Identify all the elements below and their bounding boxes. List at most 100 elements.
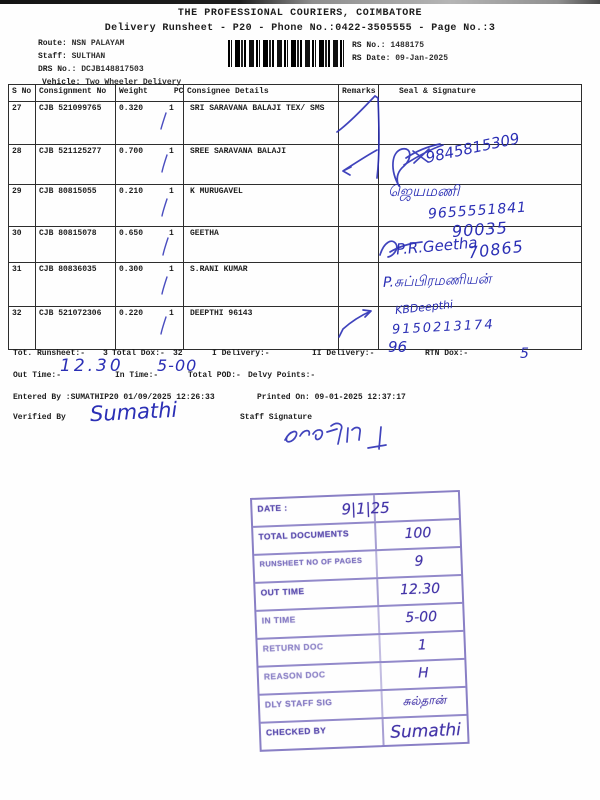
cell-consignee: SREE SARAVANA BALAJI — [183, 144, 339, 185]
handwritten-rtn-dox: 5 — [520, 346, 529, 362]
stamp-checked-by-value: Sumathi — [389, 720, 462, 743]
col-consignment: Consignment No — [35, 84, 116, 102]
stamp-total-documents-value: 100 — [404, 525, 432, 543]
cell-seal — [378, 306, 582, 350]
vehicle-line: Vehicle: Two Wheeler Delivery — [42, 78, 181, 87]
cell-remarks — [338, 144, 379, 185]
stamp-reason-doc-value: H — [417, 665, 429, 682]
col-weight-label: Weight — [119, 87, 148, 96]
cell-weight: 0.220 — [119, 309, 144, 318]
cell-remarks — [338, 184, 379, 227]
table-row: 32 CJB 521072306 0.220 1 DEEPTHI 96143 — [8, 306, 582, 350]
cell-weight: 0.300 — [119, 265, 144, 274]
delvy-points-label: Delvy Points:- — [248, 371, 316, 380]
rs-no-label: RS No.: — [352, 41, 386, 50]
consignment-table: S No Consignment No Weight PCS Consignee … — [8, 84, 582, 350]
handwritten-verified-by: Sumathi — [89, 397, 178, 427]
tot-runsheet-label: Tot. Runsheet:- — [13, 349, 86, 358]
cell-weight: 0.320 — [119, 104, 144, 113]
runsheet-subtitle: Delivery Runsheet - P20 - Phone No.:0422… — [104, 23, 496, 34]
stamp-dly-staff-sig-value: சுல்தான் — [402, 692, 447, 709]
stamp-return-doc-label: RETURN DOC — [257, 635, 382, 666]
total-dox-value: 32 — [173, 349, 183, 358]
cell-sno: 31 — [8, 262, 36, 307]
stamp-in-time-value: 5-00 — [405, 608, 438, 627]
cell-pcs: 1 — [169, 187, 174, 196]
rs-no-value: 1488175 — [390, 41, 425, 50]
cell-remarks — [338, 306, 379, 350]
courier-office-stamp: DATE : 9|1|25 TOTAL DOCUMENTS 100 RUNSHE… — [250, 489, 470, 752]
cell-consignment: CJB 80815078 — [35, 226, 116, 263]
cell-consignment: CJB 521125277 — [35, 144, 116, 185]
cell-consignee: SRI SARAVANA BALAJI TEX/ SMS — [183, 101, 339, 145]
stamp-checked-by-label: CHECKED BY — [260, 719, 385, 750]
cell-seal — [378, 101, 582, 145]
tot-runsheet-value: 3 — [103, 349, 108, 358]
cell-remarks — [338, 226, 379, 263]
stamp-runsheet-pages-value: 9 — [414, 553, 424, 570]
scan-edge-artifact — [0, 0, 600, 4]
out-time-label: Out Time:- — [13, 371, 62, 380]
cell-weight: 0.700 — [119, 147, 144, 156]
stamp-runsheet-pages-label: RUNSHEET NO OF PAGES — [254, 551, 379, 582]
cell-consignment: CJB 80836035 — [35, 262, 116, 307]
cell-sno: 30 — [8, 226, 36, 263]
printed-on-line: Printed On: 09-01-2025 12:37:17 — [257, 393, 406, 402]
rs-no-line: RS No.: 1488175 — [352, 41, 424, 50]
col-pcs-label: PCS — [173, 87, 184, 96]
handwritten-i-delivery: 96 — [388, 338, 408, 356]
cell-remarks — [338, 101, 379, 145]
handwritten-in-time: 5-00 — [157, 356, 198, 375]
rs-date-value: 09-Jan-2025 — [395, 54, 449, 63]
handwritten-name-row29: ஜெயமணி — [388, 182, 460, 200]
col-sno: S No — [8, 84, 36, 102]
cell-sno: 29 — [8, 184, 36, 227]
total-dox-label: Total Dox:- — [112, 349, 165, 358]
staff-line: Staff: SULTHAN — [38, 52, 105, 61]
cell-sno: 32 — [8, 306, 36, 350]
cell-remarks — [338, 262, 379, 307]
route-label: Route: — [38, 39, 67, 48]
cell-pcs: 1 — [169, 229, 174, 238]
barcode-image — [228, 40, 345, 67]
stamp-date-label: DATE : — [252, 495, 376, 526]
cell-weight: 0.650 — [119, 229, 144, 238]
entered-by-line: Entered By :SUMATHIP20 01/09/2025 12:26:… — [13, 393, 215, 402]
cell-consignee: K MURUGAVEL — [183, 184, 339, 227]
handwritten-out-time: 12.30 — [60, 356, 124, 376]
col-remarks: Remarks — [338, 84, 379, 102]
total-pod-label: Total POD:- — [188, 371, 241, 380]
cell-consignment: CJB 521099765 — [35, 101, 116, 145]
drs-line: DRS No.: DCJB148817503 — [38, 65, 144, 74]
cell-consignee: S.RANI KUMAR — [183, 262, 339, 307]
cell-consignment: CJB 80815055 — [35, 184, 116, 227]
col-weight-pcs: Weight PCS — [115, 84, 184, 102]
cell-sno: 28 — [8, 144, 36, 185]
route-value: NSN PALAYAM — [71, 39, 125, 48]
col-consignee: Consignee Details — [183, 84, 339, 102]
staff-signature-label: Staff Signature — [240, 413, 313, 422]
col-seal: Seal & Signature — [378, 84, 582, 102]
rs-date-label: RS Date: — [352, 54, 391, 63]
stamp-total-documents-label: TOTAL DOCUMENTS — [253, 523, 378, 554]
cell-pcs: 1 — [169, 104, 174, 113]
staff-value: SULTHAN — [71, 52, 106, 61]
rs-date-line: RS Date: 09-Jan-2025 — [352, 54, 448, 63]
vehicle-value: Two Wheeler Delivery — [85, 78, 182, 87]
stamp-dly-staff-sig-label: DLY STAFF SIG — [259, 691, 384, 722]
vehicle-label: Vehicle: — [42, 78, 81, 87]
handwritten-name-row31: P.சுப்பிரமணியன் — [382, 271, 492, 291]
stamp-in-time-label: IN TIME — [256, 607, 381, 638]
table-row: 27 CJB 521099765 0.320 1 SRI SARAVANA BAL… — [8, 101, 582, 145]
table-row: 29 CJB 80815055 0.210 1 K MURUGAVEL — [8, 184, 582, 227]
cell-weight: 0.210 — [119, 187, 144, 196]
cell-consignment: CJB 521072306 — [35, 306, 116, 350]
verified-by-label: Verified By — [13, 413, 66, 422]
i-delivery-label: I Delivery:- — [212, 349, 270, 358]
stamp-return-doc-value: 1 — [417, 637, 428, 654]
drs-label: DRS No.: — [38, 65, 77, 74]
cell-consignee: GEETHA — [183, 226, 339, 263]
cell-pcs: 1 — [169, 265, 174, 274]
cell-consignee: DEEPTHI 96143 — [183, 306, 339, 350]
